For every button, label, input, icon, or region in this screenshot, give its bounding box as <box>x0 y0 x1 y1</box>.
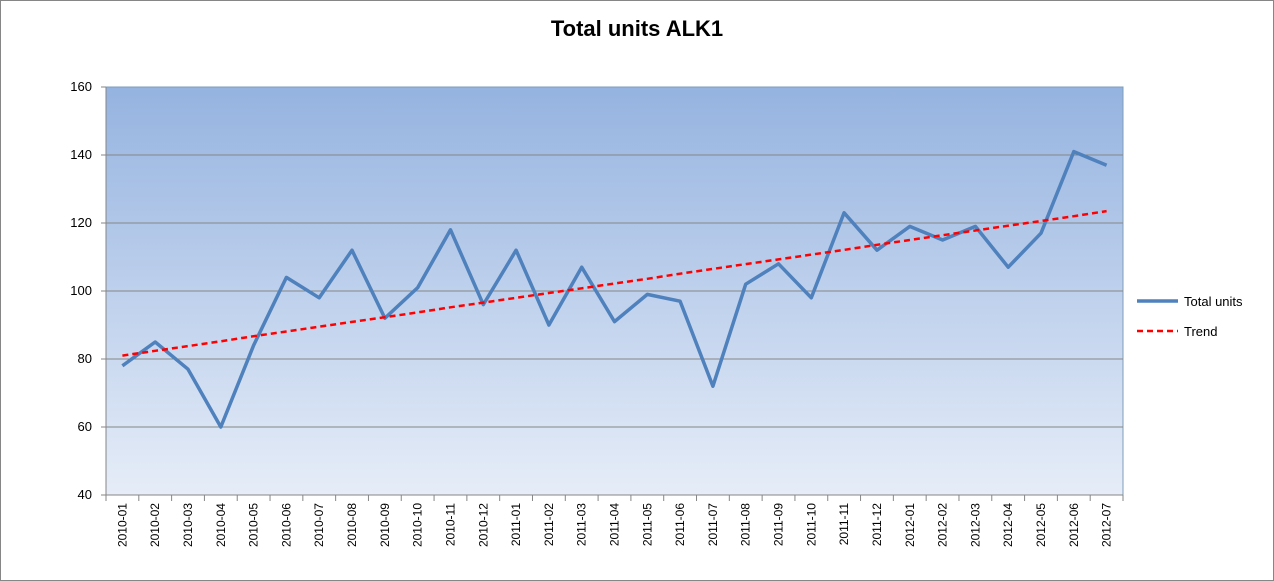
chart-title: Total units ALK1 <box>550 16 724 41</box>
x-tick-label: 2010-01 <box>115 503 129 547</box>
x-tick-label: 2011-12 <box>870 503 884 546</box>
x-tick-label: 2012-04 <box>1001 503 1015 547</box>
x-tick-label: 2010-08 <box>345 503 359 547</box>
y-axis: 40 60 80 100 120 140 160 <box>70 79 107 502</box>
y-tick-label: 120 <box>70 215 92 230</box>
x-tick-label: 2012-01 <box>903 503 917 547</box>
y-tick-label: 160 <box>70 79 92 94</box>
y-tick-label: 80 <box>78 351 92 366</box>
x-tick-label: 2011-05 <box>640 503 654 546</box>
x-tick-label: 2012-02 <box>936 503 950 547</box>
x-tick-label: 2011-03 <box>575 503 589 546</box>
y-tick-label: 100 <box>70 283 92 298</box>
x-tick-label: 2011-06 <box>673 503 687 546</box>
series-group <box>121 149 1108 429</box>
x-tick-label: 2010-10 <box>411 503 425 547</box>
x-tick-label: 2012-05 <box>1034 503 1048 547</box>
x-tick-label: 2010-05 <box>247 503 261 547</box>
y-tick-label: 140 <box>70 147 92 162</box>
x-axis: 2010-01 2010-02 2010-03 2010-04 2010-05 2010-… <box>105 494 1124 547</box>
x-tick-label: 2011-11 <box>837 503 851 546</box>
y-tick-label: 40 <box>78 487 92 502</box>
legend: Total units Trend <box>1137 294 1243 339</box>
legend-label: Trend <box>1184 324 1217 339</box>
x-tick-label: 2011-02 <box>542 503 556 546</box>
x-tick-label: 2012-03 <box>968 503 982 547</box>
x-tick-label: 2011-09 <box>772 503 786 546</box>
x-tick-label: 2010-11 <box>443 503 457 546</box>
x-tick-label: 2011-10 <box>804 503 818 546</box>
x-tick-label: 2010-12 <box>476 503 490 547</box>
x-tick-label: 2010-03 <box>181 503 195 547</box>
x-tick-label: 2010-02 <box>148 503 162 547</box>
x-tick-label: 2010-07 <box>312 503 326 547</box>
x-tick-label: 2011-07 <box>706 503 720 546</box>
x-tick-label: 2010-04 <box>214 503 228 547</box>
y-tick-label: 60 <box>78 419 92 434</box>
legend-label: Total units <box>1184 294 1243 309</box>
series-line-trend <box>122 209 1107 357</box>
x-tick-label: 2011-08 <box>739 503 753 546</box>
x-tick-label: 2010-09 <box>378 503 392 547</box>
x-tick-label: 2011-04 <box>608 503 622 546</box>
x-tick-label: 2012-07 <box>1100 503 1114 547</box>
x-tick-label: 2010-06 <box>279 503 293 547</box>
x-tick-label: 2012-06 <box>1067 503 1081 547</box>
x-tick-label: 2011-01 <box>509 503 523 546</box>
gridlines <box>106 154 1123 428</box>
